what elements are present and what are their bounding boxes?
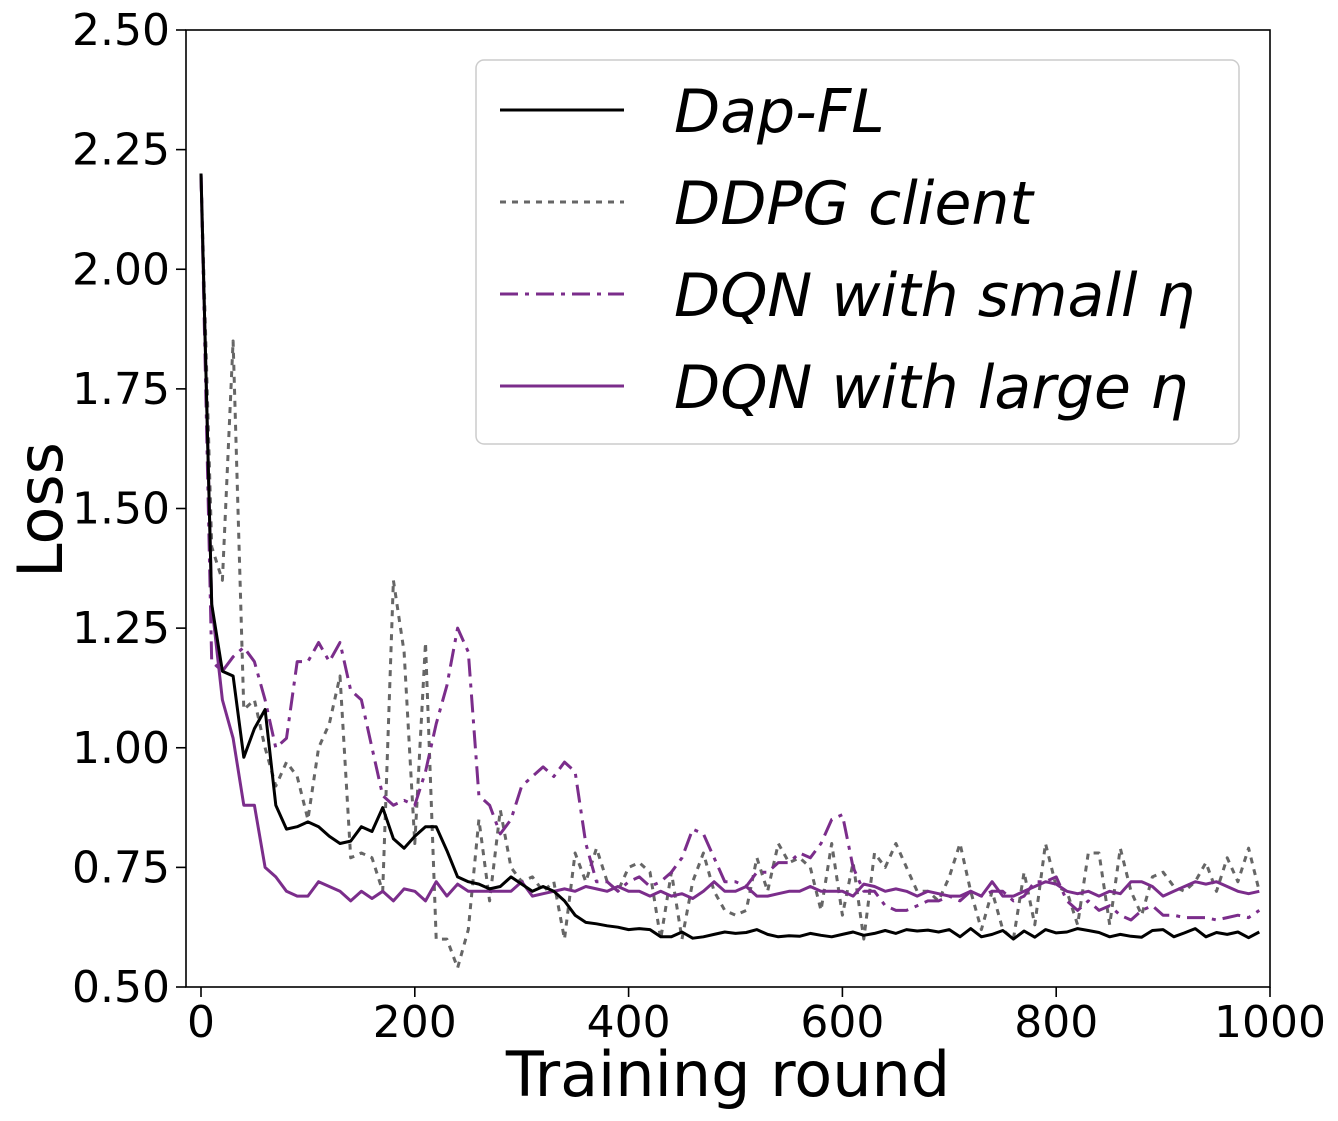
y-tick-label: 1.25 — [72, 603, 170, 654]
x-axis: 0 200 400 600 800 1000 — [187, 987, 1326, 1048]
y-tick-label: 2.00 — [72, 244, 170, 295]
y-tick-label: 1.50 — [72, 484, 170, 535]
x-tick-label: 200 — [373, 997, 457, 1048]
y-axis-title: Loss — [4, 442, 77, 578]
legend-label: Dap-FL — [674, 77, 885, 147]
x-axis-title: Training round — [505, 1038, 950, 1111]
x-tick-label: 400 — [587, 997, 671, 1048]
series-lines — [199, 173, 1261, 970]
y-tick-label: 1.75 — [72, 364, 170, 415]
legend-label: DQN with small η — [674, 261, 1195, 331]
legend-frame — [475, 59, 1240, 445]
legend-label: DDPG client — [674, 169, 1035, 239]
x-tick-label: 600 — [800, 997, 884, 1048]
y-tick-label: 0.75 — [72, 842, 170, 893]
legend: Dap-FL DDPG client DQN with small η DQN wit… — [475, 59, 1240, 445]
y-tick-label: 2.25 — [72, 125, 170, 176]
x-tick-label: 800 — [1014, 997, 1098, 1048]
series-line-dqn-with-large — [199, 173, 1260, 903]
y-axis: 0.50 0.75 1.00 1.25 1.50 1.75 2.00 2.25 2.50 — [72, 5, 186, 1013]
x-tick-label: 1000 — [1214, 997, 1326, 1048]
series-line-ddpg-client — [199, 173, 1261, 970]
y-tick-label: 0.50 — [72, 962, 170, 1013]
y-tick-label: 2.50 — [72, 5, 170, 56]
legend-label: DQN with large η — [674, 353, 1188, 423]
x-tick-label: 0 — [187, 997, 215, 1048]
series-line-dap-fl — [199, 173, 1261, 941]
series-line-dqn-with-small — [199, 173, 1261, 922]
y-tick-label: 1.00 — [72, 723, 170, 774]
